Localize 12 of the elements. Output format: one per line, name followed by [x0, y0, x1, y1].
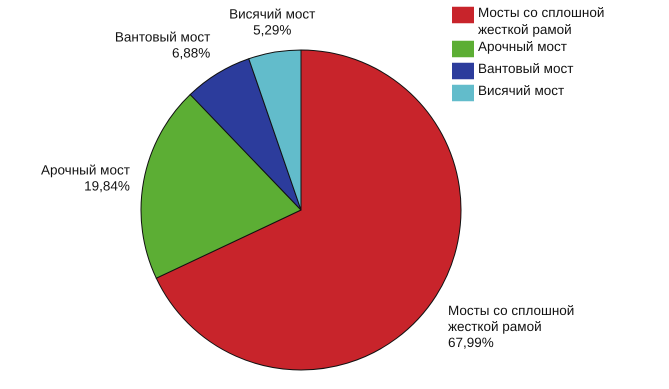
- legend-label: Арочный мост: [478, 38, 568, 55]
- data-label: 19,84%: [84, 178, 130, 194]
- data-label: 67,99%: [448, 335, 494, 350]
- slice-label: Вантовый мост: [114, 30, 210, 45]
- legend-label: Висячий мост: [478, 82, 566, 99]
- legend-label: Мосты со сплошной жесткой рамой: [478, 4, 606, 38]
- slice-label: Арочный мост: [40, 162, 130, 178]
- data-label: 5,29%: [253, 22, 292, 38]
- legend-label: Вантовый мост: [478, 60, 574, 77]
- data-label: 6,88%: [172, 46, 210, 61]
- slice-label: Мосты со сплошной жесткой рамой: [448, 303, 574, 334]
- slice-label: Висячий мост: [229, 6, 316, 22]
